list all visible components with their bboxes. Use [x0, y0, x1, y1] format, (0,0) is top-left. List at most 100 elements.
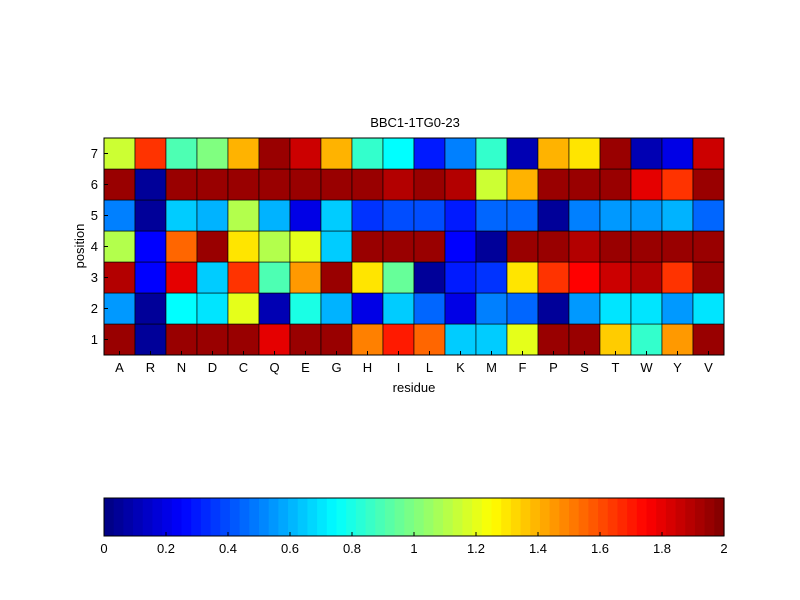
heatmap-cell	[196, 323, 229, 356]
heatmap-cell	[103, 292, 136, 325]
heatmap-cell	[444, 261, 477, 294]
heatmap-cell	[320, 199, 353, 232]
heatmap-cell	[506, 168, 539, 201]
heatmap-cell	[568, 261, 601, 294]
heatmap-cell	[413, 137, 446, 170]
heatmap-cell	[196, 292, 229, 325]
heatmap-cell	[537, 137, 570, 170]
colorbar-swatch	[462, 498, 473, 536]
colorbar-tick-label: 0.8	[343, 541, 361, 556]
heatmap-cell	[289, 168, 322, 201]
heatmap-cell	[599, 230, 632, 263]
heatmap-cell	[227, 137, 260, 170]
heatmap-cell	[134, 137, 167, 170]
colorbar-swatch	[694, 498, 706, 536]
heatmap-cell	[568, 230, 601, 263]
heatmap-cell	[692, 292, 725, 325]
heatmap-cell	[258, 199, 291, 232]
heatmap-cell	[444, 168, 477, 201]
heatmap-cell	[506, 137, 539, 170]
x-tick-label: A	[115, 360, 124, 375]
colorbar-swatch	[375, 498, 386, 536]
colorbar-swatch	[520, 498, 531, 536]
colorbar-swatch	[288, 498, 299, 536]
colorbar-swatch	[317, 498, 328, 536]
heatmap-cell	[320, 292, 353, 325]
colorbar-swatch	[598, 498, 609, 536]
colorbar-swatch	[336, 498, 347, 536]
heatmap-cell	[289, 199, 322, 232]
chart-title: BBC1-1TG0-23	[370, 115, 460, 130]
heatmap-cell	[475, 168, 508, 201]
x-tick-label: I	[397, 360, 401, 375]
heatmap-cell	[661, 261, 694, 294]
x-tick-label: F	[519, 360, 527, 375]
heatmap-cell	[630, 137, 663, 170]
heatmap-cell	[630, 261, 663, 294]
y-axis-label: position	[72, 224, 87, 269]
heatmap-cell	[537, 168, 570, 201]
colorbar-swatch	[675, 498, 686, 536]
heatmap-cell	[413, 292, 446, 325]
heatmap-cell	[475, 292, 508, 325]
colorbar-swatch	[210, 498, 221, 536]
heatmap-cell	[196, 137, 229, 170]
colorbar-swatch	[200, 498, 212, 536]
heatmap-cell	[630, 323, 663, 356]
heatmap-cell	[103, 168, 136, 201]
heatmap-cell	[165, 137, 198, 170]
heatmap-cell	[475, 199, 508, 232]
x-tick-label: L	[426, 360, 433, 375]
x-axis-label: residue	[393, 380, 436, 395]
heatmap-cell	[196, 199, 229, 232]
heatmap-cell	[444, 199, 477, 232]
colorbar-tick-label: 1.6	[591, 541, 609, 556]
heatmap-cell	[382, 261, 415, 294]
heatmap-cell	[630, 292, 663, 325]
heatmap-cell	[258, 323, 291, 356]
colorbar-swatch	[162, 498, 173, 536]
heatmap-cell	[537, 323, 570, 356]
colorbar-swatch	[104, 498, 115, 536]
heatmap-cell	[599, 261, 632, 294]
heatmap-cell	[165, 230, 198, 263]
colorbar-swatch	[578, 498, 589, 536]
heatmap-cell	[351, 199, 384, 232]
heatmap-cell	[382, 230, 415, 263]
colorbar-tick-label: 0	[100, 541, 107, 556]
colorbar-swatch	[714, 498, 725, 536]
y-tick-labels: 1 2 3 4 5 6 7	[91, 146, 108, 347]
heatmap-cell	[382, 323, 415, 356]
heatmap-cell	[475, 261, 508, 294]
heatmap-cell	[165, 168, 198, 201]
x-tick-label: Q	[269, 360, 279, 375]
heatmap-cell	[444, 323, 477, 356]
heatmap-cell	[103, 323, 136, 356]
heatmap-cell	[351, 168, 384, 201]
heatmap-cell	[692, 137, 725, 170]
heatmap-cell	[692, 230, 725, 263]
y-tick-label: 6	[91, 177, 98, 192]
heatmap-cell	[289, 292, 322, 325]
heatmap-cell	[537, 261, 570, 294]
colorbar-swatch	[404, 498, 415, 536]
heatmap-cell	[568, 199, 601, 232]
heatmap-cell	[599, 168, 632, 201]
heatmap-cell	[692, 323, 725, 356]
colorbar-tick-label: 1	[410, 541, 417, 556]
colorbar-swatch	[297, 498, 309, 536]
x-tick-label: K	[456, 360, 465, 375]
colorbar-swatch	[365, 498, 376, 536]
heatmap-cell	[413, 261, 446, 294]
colorbar-swatch	[685, 498, 696, 536]
x-tick-label: E	[301, 360, 310, 375]
heatmap-cell	[599, 323, 632, 356]
colorbar-tick-label: 1.8	[653, 541, 671, 556]
colorbar-swatch	[259, 498, 270, 536]
colorbar-swatch	[384, 498, 396, 536]
heatmap-cell	[568, 292, 601, 325]
colorbar-swatch	[113, 498, 124, 536]
x-tick-label: C	[239, 360, 248, 375]
colorbar-swatch	[559, 498, 570, 536]
